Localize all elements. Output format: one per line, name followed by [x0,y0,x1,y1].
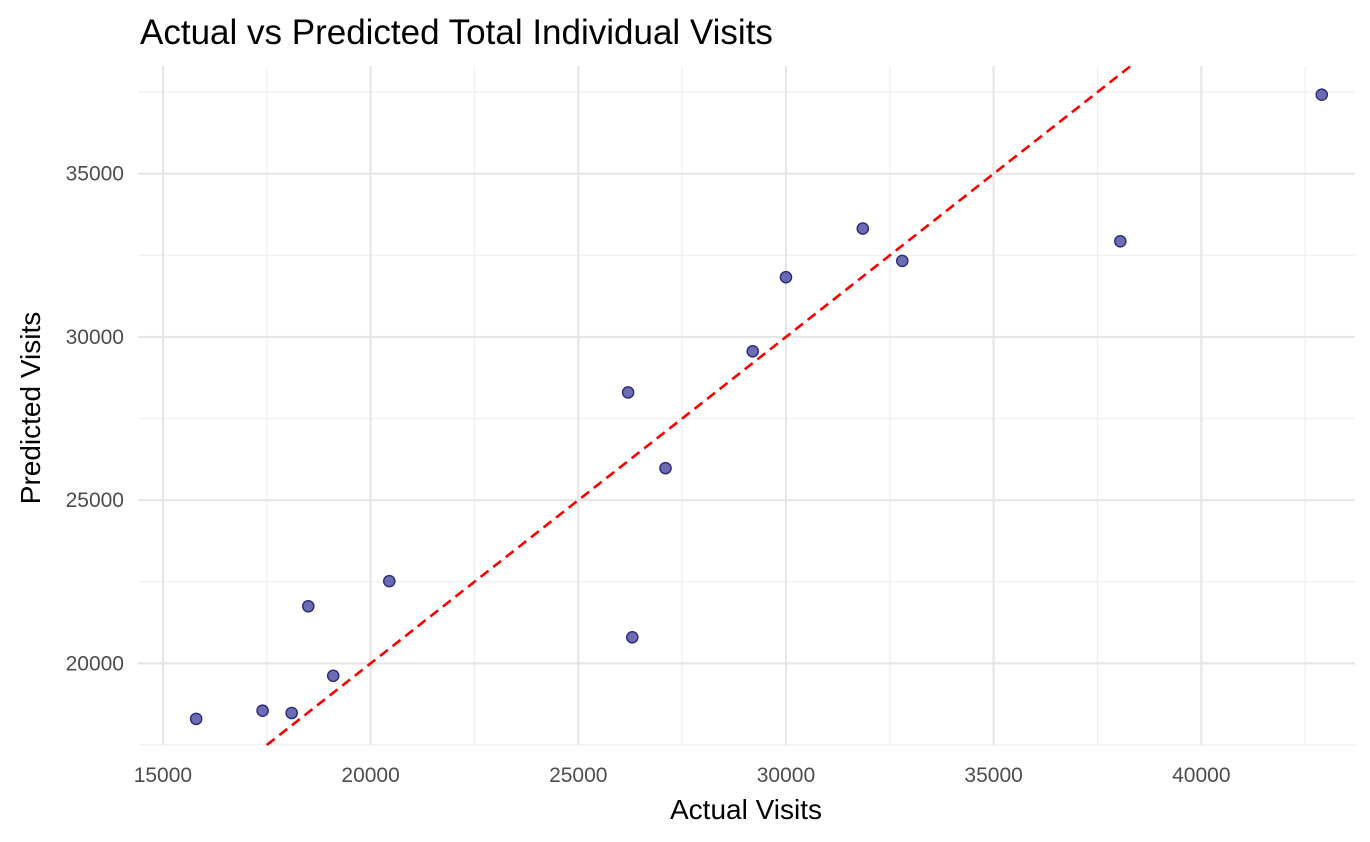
data-point [301,599,315,613]
y-tick-label: 25000 [66,489,124,512]
x-tick-label: 15000 [134,764,192,787]
data-point [1114,234,1127,248]
y-tick-label: 30000 [66,326,124,349]
x-tick-label: 20000 [341,764,399,787]
data-point [779,270,793,284]
reference-line [265,64,1132,747]
data-point [382,574,396,588]
x-tick-labels: 15000 20000 25000 30000 35000 40000 [134,764,1231,787]
x-tick-label: 30000 [757,764,815,787]
data-point [285,706,298,720]
reference-line-group [265,64,1132,747]
major-gridlines [138,66,1355,745]
data-point [189,712,203,726]
data-point [625,630,639,644]
data-point [326,669,340,683]
data-point [659,461,672,475]
data-points [189,88,1329,726]
x-tick-label: 35000 [964,764,1022,787]
y-tick-label: 35000 [66,163,124,186]
x-axis-title: Actual Visits [670,794,822,825]
y-tick-labels: 20000 25000 30000 35000 [66,163,124,676]
data-point [1315,88,1329,102]
y-tick-label: 20000 [66,652,124,675]
data-point [256,704,269,718]
data-point [746,345,760,358]
x-tick-label: 40000 [1172,764,1230,787]
chart-title: Actual vs Predicted Total Individual Vis… [140,13,773,52]
data-point [856,222,870,235]
minor-gridlines [138,66,1355,746]
data-point [895,254,909,268]
data-point [621,386,635,399]
x-tick-label: 25000 [549,764,607,787]
y-axis-title: Predicted Visits [15,312,46,504]
